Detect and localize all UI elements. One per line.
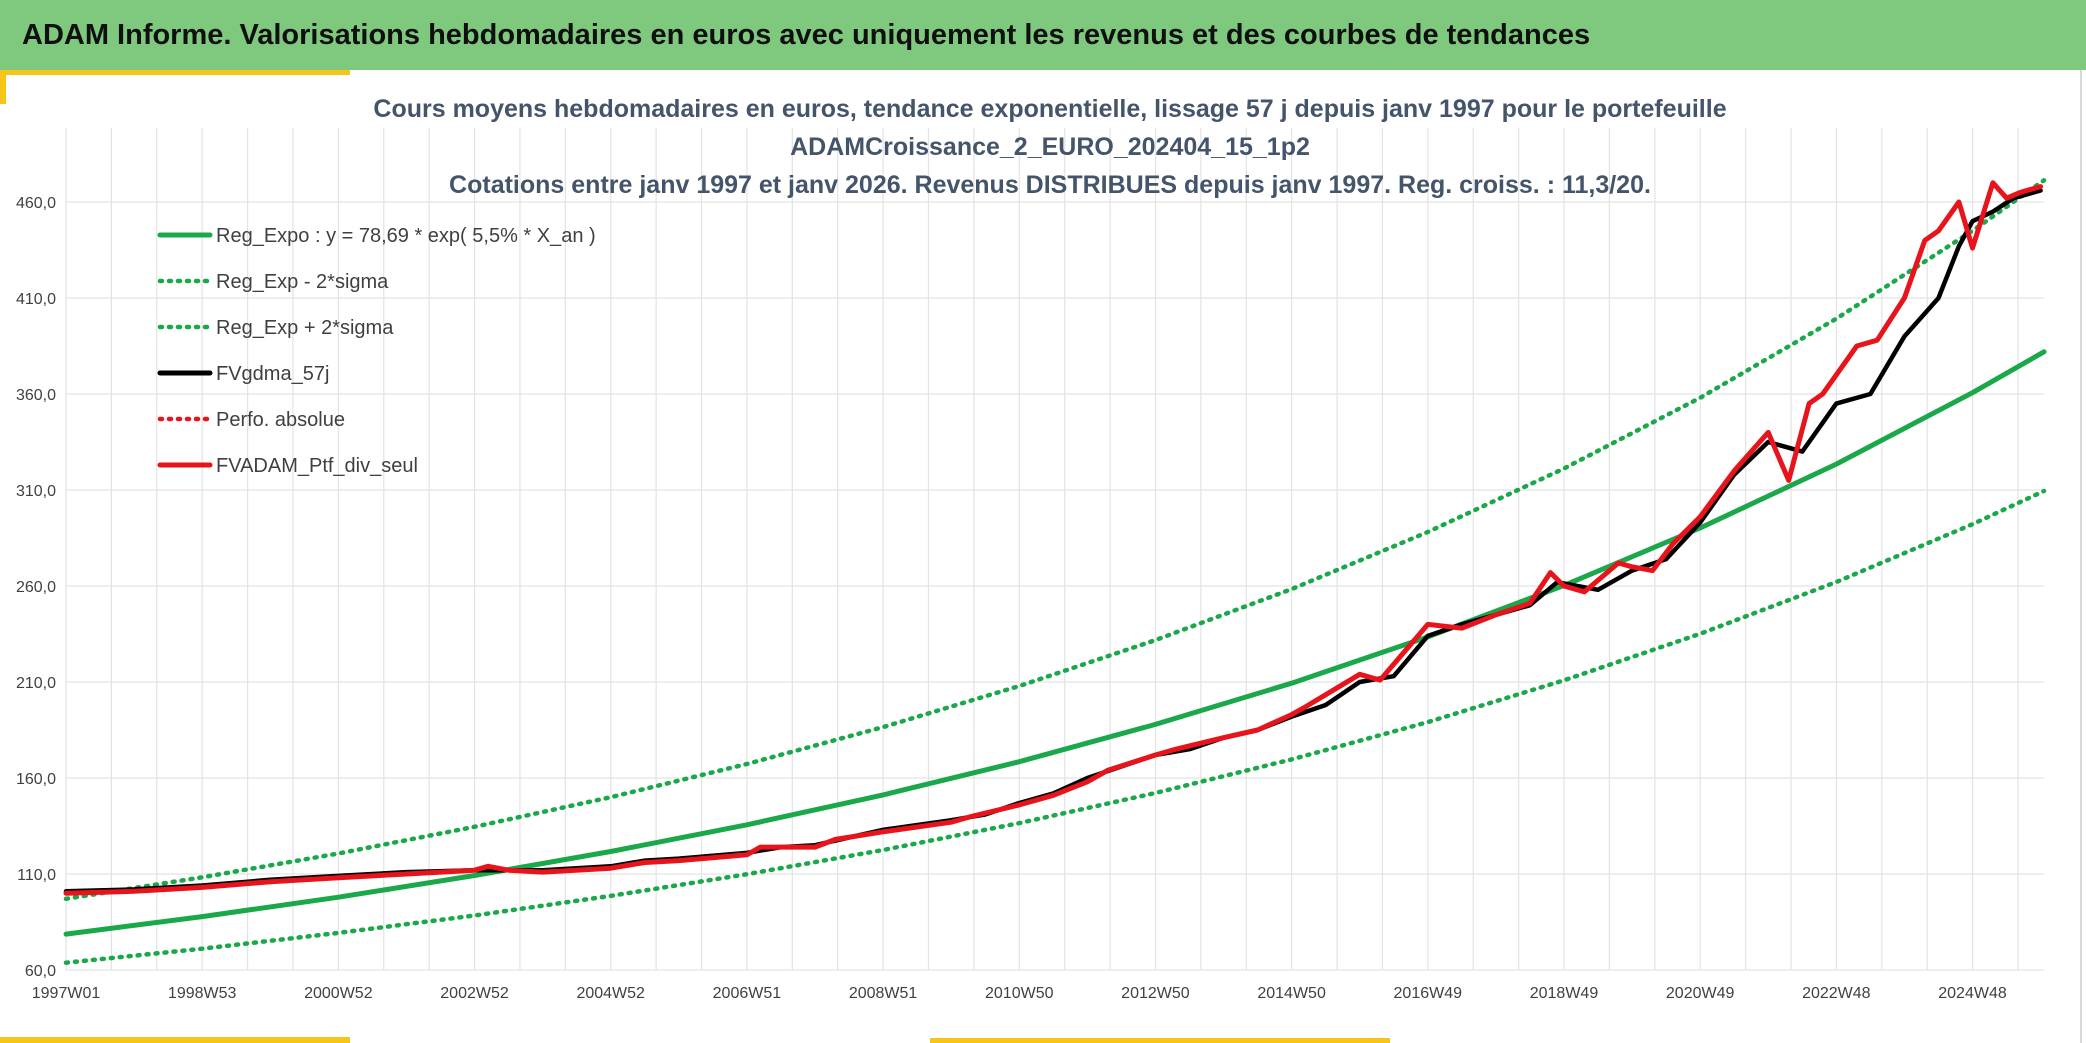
axis-labels: 60,0 110,0 160,0 210,0 260,0 310,0 360,0 410,0 4… <box>16 195 2007 1002</box>
legend: Reg_Expo : y = 78,69 * exp( 5,5% * X_an … <box>157 225 596 477</box>
chart-title-line: Cotations entre janv 1997 et janv 2026. … <box>449 171 1651 199</box>
right-border <box>2080 70 2082 1043</box>
legend-label: FVgdma_57j <box>216 363 329 385</box>
x-tick-label: 2022W48 <box>1802 985 1871 1002</box>
y-tick-label: 210,0 <box>16 675 56 692</box>
y-tick-label: 60,0 <box>25 963 56 980</box>
y-tick-label: 110,0 <box>17 867 56 884</box>
legend-label: Reg_Expo : y = 78,69 * exp( 5,5% * X_an … <box>216 225 596 247</box>
header-bar: ADAM Informe. Valorisations hebdomadaire… <box>0 0 2086 70</box>
x-tick-label: 2000W52 <box>304 985 373 1002</box>
x-tick-label: 2024W48 <box>1938 985 2007 1002</box>
accent-strip-left <box>0 70 6 104</box>
x-tick-label: 2012W50 <box>1121 985 1190 1002</box>
y-tick-label: 310,0 <box>16 483 56 500</box>
series-lines <box>63 178 2047 965</box>
reg-expo-line <box>63 349 2047 937</box>
x-tick-label: 1997W01 <box>32 985 101 1002</box>
y-tick-label: 260,0 <box>16 579 56 596</box>
accent-strip-top <box>0 70 350 75</box>
accent-strip-bottom-mid <box>930 1038 1390 1043</box>
legend-label: Reg_Exp + 2*sigma <box>216 317 394 339</box>
chart-title: Cours moyens hebdomadaires en euros, ten… <box>373 95 1726 199</box>
legend-label: Reg_Exp - 2*sigma <box>216 271 389 293</box>
legend-label: FVADAM_Ptf_div_seul <box>216 455 418 477</box>
accent-strip-bottom-left <box>0 1037 350 1043</box>
legend-label: Perfo. absolue <box>216 409 345 431</box>
x-tick-label: 2018W49 <box>1530 985 1599 1002</box>
reg-exp-minus-2sigma-line <box>63 488 2047 965</box>
x-tick-label: 1998W53 <box>168 985 237 1002</box>
reg-exp-plus-2sigma-line <box>63 178 2047 902</box>
x-tick-label: 2008W51 <box>849 985 918 1002</box>
y-tick-label: 460,0 <box>16 195 56 212</box>
x-tick-label: 2006W51 <box>713 985 782 1002</box>
x-tick-label: 2020W49 <box>1666 985 1735 1002</box>
x-tick-label: 2010W50 <box>985 985 1054 1002</box>
x-tick-label: 2002W52 <box>440 985 509 1002</box>
y-tick-label: 360,0 <box>16 387 56 404</box>
x-tick-label: 2016W49 <box>1394 985 1463 1002</box>
y-tick-label: 160,0 <box>16 771 56 788</box>
grid <box>65 128 2044 971</box>
x-tick-label: 2004W52 <box>576 985 645 1002</box>
fvgdma-line <box>63 188 2043 894</box>
chart-title-line: ADAMCroissance_2_EURO_202404_15_1p2 <box>790 133 1310 161</box>
chart-title-line: Cours moyens hebdomadaires en euros, ten… <box>373 95 1726 123</box>
y-tick-label: 410,0 <box>16 291 56 308</box>
x-tick-label: 2014W50 <box>1257 985 1326 1002</box>
portfolio-line <box>63 180 2044 896</box>
header-title: ADAM Informe. Valorisations hebdomadaire… <box>22 18 1591 51</box>
